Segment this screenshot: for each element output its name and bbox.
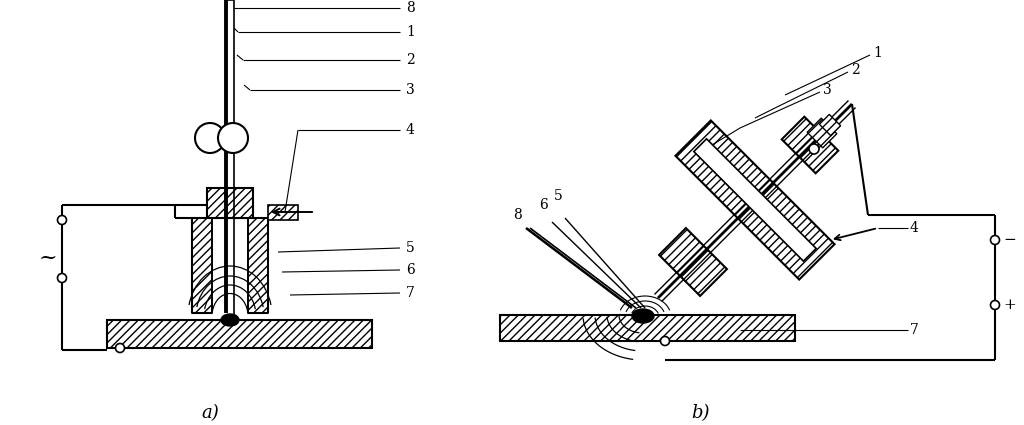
Text: b): b) <box>691 404 710 422</box>
Circle shape <box>195 123 225 153</box>
Text: 5: 5 <box>554 189 562 203</box>
Text: 4: 4 <box>406 123 415 137</box>
Polygon shape <box>676 120 835 280</box>
Circle shape <box>57 274 67 283</box>
Ellipse shape <box>221 314 239 326</box>
Text: 5: 5 <box>406 241 415 255</box>
Text: 8: 8 <box>406 1 415 15</box>
Polygon shape <box>694 139 816 261</box>
Polygon shape <box>807 118 837 148</box>
Polygon shape <box>781 117 839 173</box>
Text: 1: 1 <box>406 25 415 39</box>
Text: 2: 2 <box>406 53 415 67</box>
Text: 7: 7 <box>910 323 919 337</box>
Text: 3: 3 <box>406 83 415 97</box>
Circle shape <box>660 337 670 346</box>
Ellipse shape <box>632 309 654 323</box>
Text: +: + <box>1002 298 1016 312</box>
Text: 6: 6 <box>539 198 548 212</box>
Text: −: − <box>1002 233 1016 247</box>
Text: 8: 8 <box>514 208 522 222</box>
Bar <box>193 218 212 313</box>
Polygon shape <box>659 228 727 296</box>
Bar <box>268 205 298 220</box>
Bar <box>106 320 372 348</box>
Text: 1: 1 <box>873 46 882 60</box>
Text: ~: ~ <box>39 247 57 269</box>
Circle shape <box>57 215 67 224</box>
Bar <box>500 315 795 341</box>
Text: 7: 7 <box>406 286 415 300</box>
Text: a): a) <box>201 404 219 422</box>
Circle shape <box>218 123 248 153</box>
Circle shape <box>990 235 999 244</box>
Bar <box>248 218 268 313</box>
Text: 6: 6 <box>406 263 415 277</box>
Polygon shape <box>819 114 841 136</box>
Text: 2: 2 <box>851 63 860 77</box>
Text: 3: 3 <box>823 83 831 97</box>
Circle shape <box>116 343 125 352</box>
Text: 4: 4 <box>910 221 919 235</box>
Bar <box>207 188 253 218</box>
Circle shape <box>990 300 999 309</box>
Circle shape <box>809 144 819 154</box>
